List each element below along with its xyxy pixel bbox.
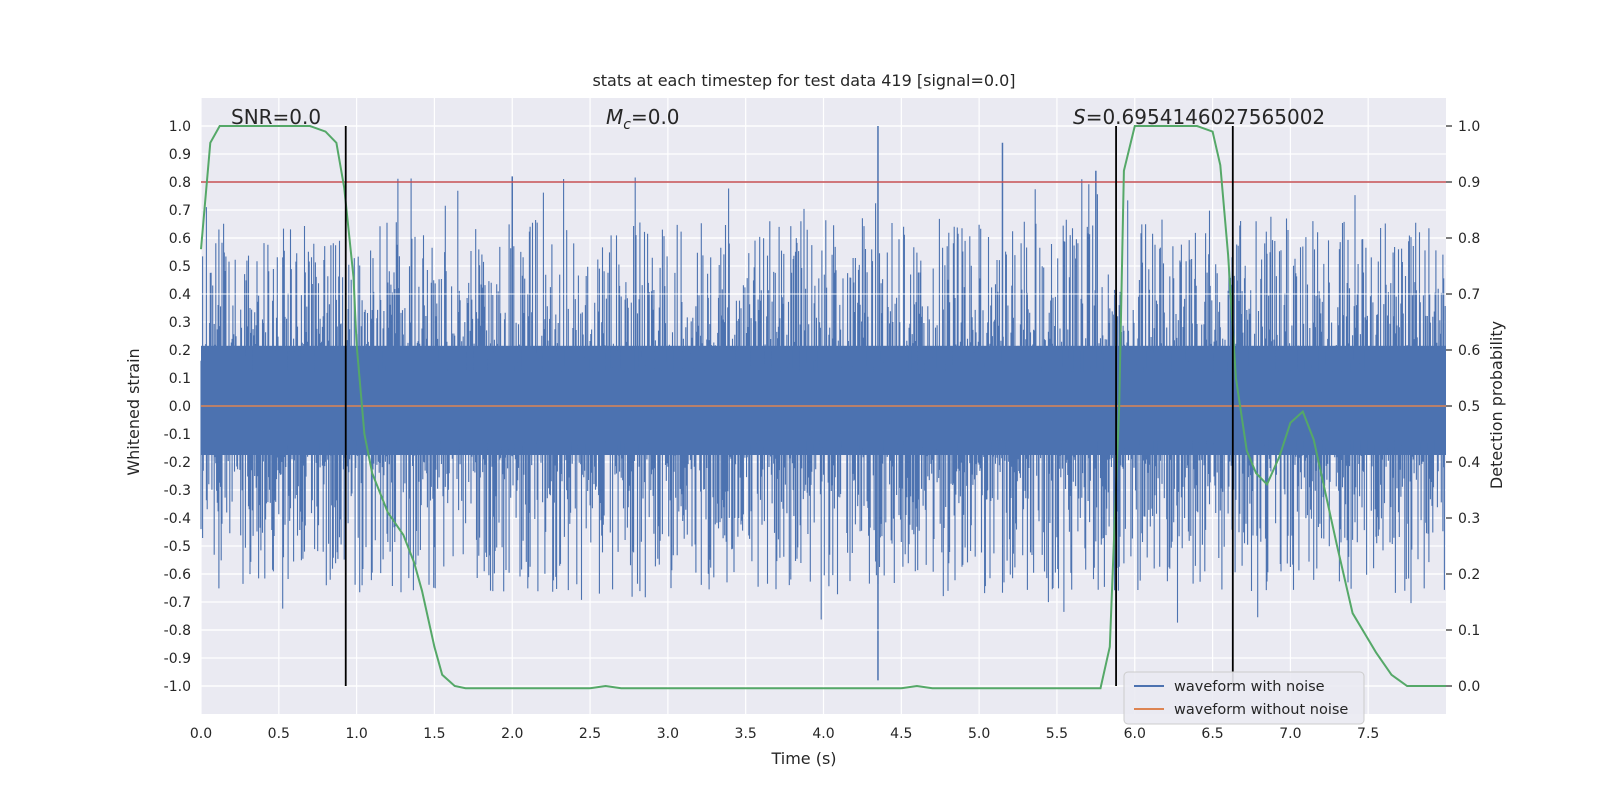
- chirp-mass-annotation: Mc=0.0: [606, 105, 680, 133]
- y2-tick-label: 0.6: [1458, 343, 1480, 359]
- y-tick-label: -0.9: [164, 651, 191, 667]
- y-tick-label: -0.4: [164, 511, 191, 527]
- x-axis-label: Time (s): [770, 749, 836, 768]
- y-tick-label: 0.3: [169, 315, 191, 331]
- y2-tick-label: 1.0: [1458, 119, 1480, 135]
- x-tick-label: 2.0: [501, 726, 523, 742]
- x-tick-label: 6.0: [1124, 726, 1146, 742]
- chirp-mass-symbol: M: [606, 105, 623, 129]
- x-tick-label: 2.5: [579, 726, 601, 742]
- x-tick-label: 4.0: [812, 726, 834, 742]
- y-tick-label: -0.5: [164, 539, 191, 555]
- axes: 0.0 0.5 1.0 1.5 2.0 2.5 3.0 3.5 4.0 4.5 5.0 5.5 6.0 6…: [164, 119, 1481, 742]
- y2-tick-label: 0.3: [1458, 511, 1480, 527]
- chirp-mass-value: =0.0: [631, 105, 680, 129]
- x-tick-label: 5.5: [1046, 726, 1068, 742]
- y2-tick-label: 0.2: [1458, 567, 1480, 583]
- legend-box: [1123, 671, 1365, 725]
- y-tick-label: 0.6: [169, 231, 191, 247]
- y-tick-label: 0.9: [169, 147, 191, 163]
- chirp-mass-subscript: c: [623, 117, 631, 133]
- y-tick-label: -0.1: [164, 427, 191, 443]
- legend: waveform with noise waveform without noi…: [1123, 671, 1365, 725]
- y2-tick-label: 0.8: [1458, 231, 1480, 247]
- legend-label-noise: waveform with noise: [1174, 679, 1325, 695]
- y-tick-label: -0.2: [164, 455, 191, 471]
- y2-tick-label: 0.5: [1458, 399, 1480, 415]
- x-tick-label: 3.0: [657, 726, 679, 742]
- y2-tick-label: 0.7: [1458, 287, 1480, 303]
- x-tick-label: 0.0: [190, 726, 212, 742]
- y-tick-label: 0.1: [169, 371, 191, 387]
- y2-tick-label: 0.9: [1458, 175, 1480, 191]
- x-tick-label: 3.5: [735, 726, 757, 742]
- score-symbol: S: [1073, 105, 1086, 129]
- x-tick-label: 5.0: [968, 726, 990, 742]
- x-tick-label: 7.0: [1279, 726, 1301, 742]
- y2-tick-label: 0.0: [1458, 679, 1480, 695]
- y-tick-label: -1.0: [164, 679, 191, 695]
- x-tick-label: 0.5: [268, 726, 290, 742]
- x-tick-label: 6.5: [1201, 726, 1223, 742]
- y-tick-label: 0.0: [169, 399, 191, 415]
- y-tick-label: 0.5: [169, 259, 191, 275]
- x-tick-label: 7.5: [1357, 726, 1379, 742]
- detection-probability-line: [200, 125, 1446, 690]
- y2-tick-label: 0.1: [1458, 623, 1480, 639]
- y-tick-label: 0.2: [169, 343, 191, 359]
- score-annotation: S=0.6954146027565002: [1073, 105, 1325, 129]
- x-tick-label: 4.5: [890, 726, 912, 742]
- y-tick-label: -0.7: [164, 595, 191, 611]
- legend-label-clean: waveform without noise: [1174, 702, 1348, 718]
- noise-waveform: [200, 177, 1446, 623]
- y-tick-label: -0.3: [164, 483, 191, 499]
- y-tick-label: -0.6: [164, 567, 191, 583]
- y-tick-label: 0.4: [169, 287, 191, 303]
- chart-title: stats at each timestep for test data 419…: [592, 71, 1015, 90]
- y-axis-label: Whitened strain: [124, 348, 143, 475]
- y2-tick-label: 0.4: [1458, 455, 1480, 471]
- snr-annotation: SNR=0.0: [231, 105, 321, 129]
- y2-axis-label: Detection probability: [1487, 321, 1506, 489]
- y-tick-label: -0.8: [164, 623, 191, 639]
- y-tick-label: 1.0: [169, 119, 191, 135]
- y-tick-label: 0.8: [169, 175, 191, 191]
- x-tick-label: 1.0: [345, 726, 367, 742]
- x-tick-label: 1.5: [423, 726, 445, 742]
- score-value: =0.6954146027565002: [1086, 105, 1325, 129]
- y-tick-label: 0.7: [169, 203, 191, 219]
